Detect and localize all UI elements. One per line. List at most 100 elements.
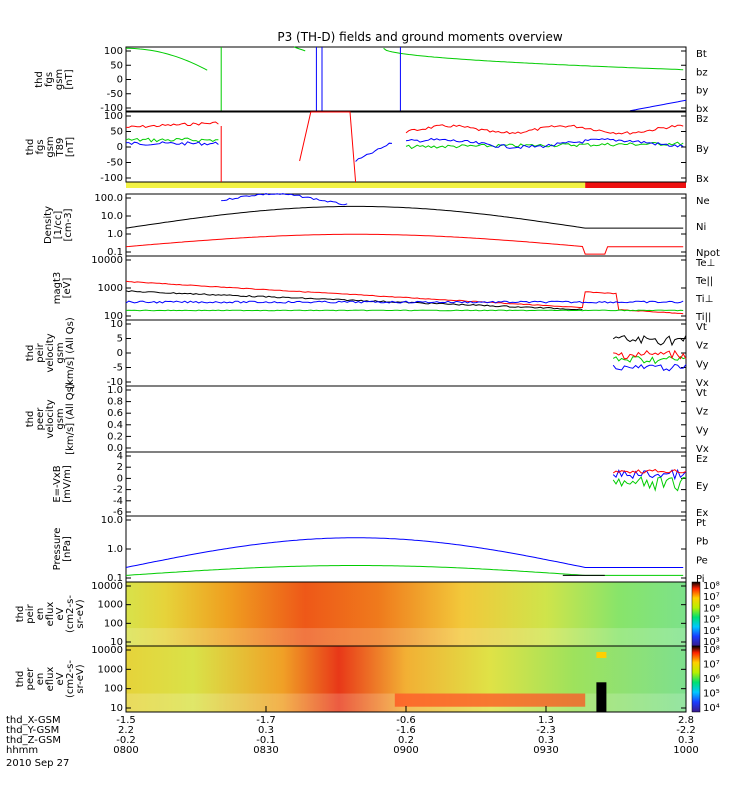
y-tick-label: 100 — [104, 684, 123, 695]
y-tick-label: 100 — [104, 111, 123, 122]
y-label-line: T89 — [55, 138, 66, 158]
y-tick-label: -2 — [113, 485, 123, 496]
y-label: thd peer en eflux eV (cm2-s-sr-eV) — [15, 660, 86, 698]
colorbar-label: 10⁷ — [703, 592, 720, 603]
trace-Bx — [125, 141, 219, 146]
y-tick-label: 0 — [117, 75, 123, 86]
y-tick-label: -100 — [100, 173, 123, 184]
y-label-line: thd — [34, 71, 45, 88]
trace-Ez — [612, 468, 687, 474]
legend-Te⊥: Te⊥ — [695, 258, 715, 269]
legend-Ez: Ez — [696, 454, 708, 465]
y-label-line: peer — [25, 667, 36, 691]
panel-frame — [125, 193, 687, 257]
y-label: thd peir velocity gsm [km/s] (All Qs) — [25, 317, 76, 389]
y-tick-label: -50 — [107, 89, 123, 100]
x-row-label: thd_Y-GSM — [6, 725, 59, 736]
y-tick-label: 10.0 — [101, 515, 123, 526]
legend-Pb: Pb — [696, 537, 708, 548]
y-label-line: en — [35, 608, 46, 621]
y-label-line: [km/s] (All Qs) — [65, 317, 76, 389]
trace-Bx-ramp — [355, 142, 393, 162]
trace-Tepar — [125, 290, 583, 311]
y-tick-label: -6 — [113, 507, 123, 518]
y-tick-label: 0.0 — [107, 443, 123, 454]
legend-Pe: Pe — [696, 555, 708, 566]
trace-by — [126, 47, 208, 71]
panel-frame — [125, 451, 687, 517]
trace-Npot — [221, 192, 348, 206]
trace-bx — [629, 99, 687, 112]
y-label-line: sr-eV) — [75, 599, 86, 628]
y-tick-label: 0.2 — [107, 431, 123, 442]
y-label-line: thd — [25, 139, 36, 156]
trace-by-2 — [293, 46, 306, 52]
y-tick-label: 1000 — [98, 600, 123, 611]
y-label-line: fgs — [44, 72, 55, 87]
trace-Bx-2 — [405, 137, 684, 150]
y-label-line: peir — [25, 603, 36, 623]
y-tick-label: -50 — [107, 158, 123, 169]
legend-Vx: Vx — [696, 444, 709, 455]
y-tick-label: 10.0 — [101, 211, 123, 222]
x-row-value: -1.6 — [396, 725, 416, 736]
legend-Bz: Bz — [696, 114, 708, 125]
colorbar-label: 10⁵ — [703, 615, 720, 626]
legend-Vy: Vy — [696, 425, 709, 436]
trace-Bz — [126, 121, 219, 129]
spectrogram-feature — [394, 693, 586, 707]
colorbar-label: 10⁴ — [703, 626, 720, 637]
spectrogram — [126, 582, 686, 646]
y-label-line: en — [35, 673, 46, 686]
legend-Vt: Vt — [696, 388, 707, 399]
y-label-line: eflux — [45, 602, 56, 627]
panel-frame — [125, 111, 687, 183]
y-tick-label: 0.6 — [107, 408, 123, 419]
y-tick-label: 4 — [117, 451, 123, 462]
colorbar-label: 10⁶ — [703, 603, 720, 614]
x-row-value: -0.1 — [256, 735, 276, 746]
panel-6: 1.00.80.60.40.20.0 thd peer velocity gsm [km/… — [25, 383, 709, 455]
y-tick-label: 0 — [117, 142, 123, 153]
y-tick-label: -4 — [113, 496, 123, 507]
y-label-line: eV — [55, 607, 66, 620]
y-tick-label: 0.4 — [107, 420, 123, 431]
y-label-line: (cm2-s- — [65, 660, 76, 698]
trace-Tipar — [125, 309, 684, 312]
x-row-label: thd_Z-GSM — [6, 735, 61, 746]
y-label-line: thd — [25, 345, 36, 362]
x-row-value: -1.5 — [116, 715, 136, 726]
panel-8: 10.0 1.0 0.1 Pressure [nPa] Pt Pb Pe Pi — [52, 515, 708, 585]
y-tick-label: 100.0 — [94, 193, 123, 204]
y-label-line: gsm — [55, 408, 66, 429]
y-label-line: velocity — [45, 333, 56, 372]
colorbar-label: 10⁷ — [703, 660, 720, 671]
y-label: Density [1/cc] [cm-3] — [43, 206, 74, 244]
y-label: thd peer velocity gsm [km/s] (All Qs) — [25, 383, 76, 455]
legend-Vy: Vy — [696, 359, 709, 370]
y-label: Pressure [nPa] — [52, 528, 73, 571]
trace-Bz-mid — [299, 111, 357, 183]
x-row-value: 0900 — [393, 745, 418, 756]
y-label: E=-VxB [mV/m] — [52, 465, 73, 503]
y-label-line: E=-VxB — [52, 465, 63, 502]
spectrogram-low-band — [126, 628, 686, 646]
y-label-line: eV — [55, 672, 66, 685]
spectrogram-gap-top — [596, 652, 607, 658]
x-row-value: 2.8 — [678, 715, 694, 726]
spectrogram-gap — [596, 682, 607, 712]
panel-frame — [125, 515, 687, 583]
legend-Ni: Ni — [696, 222, 706, 233]
y-tick-label: 100 — [104, 46, 123, 57]
y-label-line: Density — [43, 206, 54, 244]
y-tick-label: 10000 — [91, 645, 123, 656]
trace-Ni — [125, 205, 684, 229]
x-row-value: 0830 — [253, 745, 278, 756]
y-tick-label: 1.0 — [107, 385, 123, 396]
y-label-line: gsm — [45, 136, 56, 157]
y-label-line: eflux — [45, 667, 56, 692]
trace-Ne — [125, 233, 684, 255]
y-tick-label: 1.0 — [107, 229, 123, 240]
